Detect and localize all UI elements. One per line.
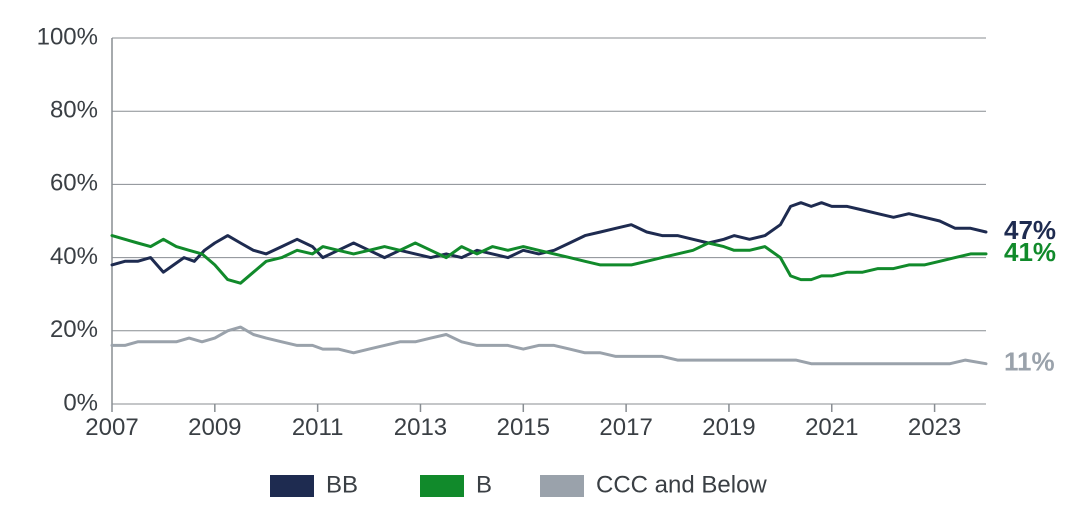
x-tick-label: 2017 xyxy=(599,414,652,441)
x-tick-label: 2019 xyxy=(702,414,755,441)
legend-swatch xyxy=(270,475,314,497)
x-tick-label: 2011 xyxy=(292,414,344,441)
x-tick-label: 2009 xyxy=(188,414,241,441)
chart-svg: 0% 20% 40% 60% 80% 100% 2007 2009 2011 2013 2015 20… xyxy=(0,0,1076,524)
y-tick-label: 60% xyxy=(50,170,98,197)
y-tick-label: 20% xyxy=(50,316,98,343)
y-tick-label: 0% xyxy=(63,389,98,416)
legend-swatch xyxy=(540,475,584,497)
series-line-ccc-and-below xyxy=(112,327,986,364)
x-tick-label: 2013 xyxy=(394,414,447,441)
x-tick-label: 2015 xyxy=(497,414,550,441)
legend-label: BB xyxy=(326,471,358,498)
credit-rating-chart: 0% 20% 40% 60% 80% 100% 2007 2009 2011 2013 2015 20… xyxy=(0,0,1076,524)
x-tick-label: 2021 xyxy=(805,414,858,441)
x-tick-label: 2023 xyxy=(908,414,961,441)
y-tick-label: 80% xyxy=(50,97,98,124)
end-label-ccc-and-below: 11% xyxy=(1004,347,1055,377)
legend-label: B xyxy=(476,471,492,498)
legend-label: CCC and Below xyxy=(596,471,767,498)
y-tick-label: 40% xyxy=(50,243,98,270)
legend-swatch xyxy=(420,475,464,497)
series-line-bb xyxy=(112,203,986,273)
series-line-b xyxy=(112,236,986,284)
y-tick-label: 100% xyxy=(37,23,98,50)
end-label-b: 41% xyxy=(1004,237,1056,267)
x-tick-label: 2007 xyxy=(85,414,138,441)
